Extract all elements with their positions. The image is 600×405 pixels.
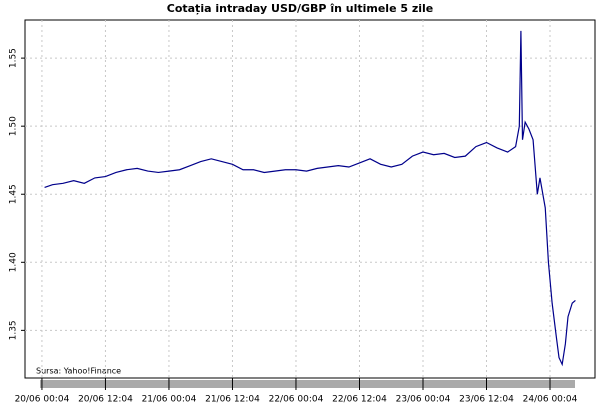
plot-frame [24, 19, 596, 379]
y-tick-label: 1.40 [9, 252, 19, 272]
y-tick-label: 1.45 [9, 184, 19, 204]
y-tick-label: 1.55 [9, 48, 19, 68]
x-tick-label: 24/06 00:04 [523, 395, 578, 405]
x-tick-label: 21/06 00:04 [142, 395, 197, 405]
x-tick-label: 20/06 00:04 [15, 395, 70, 405]
chart-title: Cotația intraday USD/GBP în ultimele 5 z… [167, 2, 434, 15]
x-tick-label: 20/06 12:04 [78, 395, 133, 405]
x-tick-label: 21/06 12:04 [205, 395, 260, 405]
source-note: Sursa: Yahoo!Finance [36, 367, 121, 376]
x-tick-label: 23/06 12:04 [459, 395, 514, 405]
x-tick-label: 23/06 00:04 [396, 395, 451, 405]
y-tick-label: 1.35 [9, 320, 19, 340]
x-tick-label: 22/06 00:04 [269, 395, 324, 405]
series-line [44, 30, 576, 367]
x-tick-label: 22/06 12:04 [332, 395, 387, 405]
rug-band [40, 380, 575, 388]
y-tick-label: 1.50 [9, 116, 19, 136]
